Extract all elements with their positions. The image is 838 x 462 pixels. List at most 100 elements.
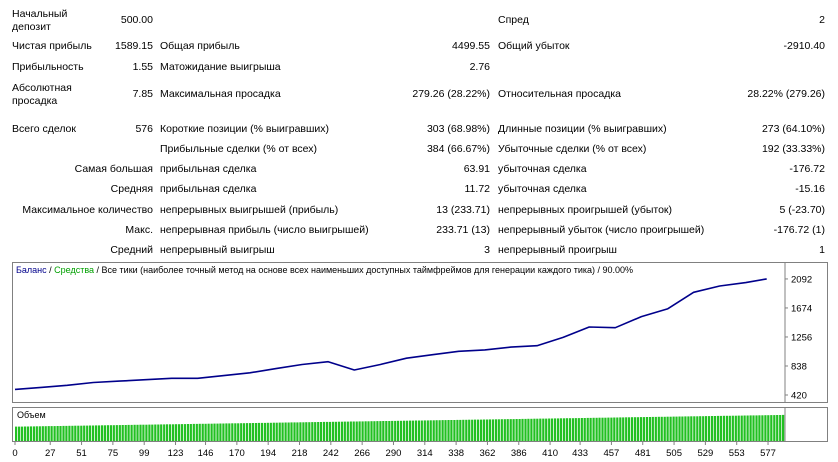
volume-bar xyxy=(157,424,160,441)
volume-bar xyxy=(518,419,521,441)
volume-bar xyxy=(281,422,284,441)
volume-bar xyxy=(708,416,711,441)
volume-bar xyxy=(447,420,450,441)
spread-label: Спред xyxy=(498,14,529,26)
volume-bar xyxy=(394,420,397,441)
x-tick-label: 99 xyxy=(139,448,150,459)
x-tick-label: 386 xyxy=(511,448,527,459)
gross-loss-label: Общий убыток xyxy=(498,40,570,52)
legend-equity: Средства xyxy=(54,265,95,275)
volume-bar xyxy=(636,417,640,441)
volume-bar xyxy=(47,426,50,441)
volume-bar xyxy=(477,419,480,441)
volume-bar xyxy=(204,423,207,441)
volume-bar xyxy=(711,416,714,441)
volume-bar xyxy=(50,426,53,441)
short-positions-label: Короткие позиции (% выигравших) xyxy=(160,123,330,135)
volume-bar xyxy=(100,425,104,441)
volume-bar xyxy=(65,425,68,441)
largest-loss-label: убыточная сделка xyxy=(498,163,587,175)
volume-bar xyxy=(243,423,246,441)
legend-description: / Все тики (наиболее точный метод на осн… xyxy=(94,265,634,275)
volume-bar xyxy=(56,426,59,441)
volume-bar xyxy=(423,420,426,441)
avg-consec-wins-value: 3 xyxy=(484,244,490,256)
largest-profit-value: 63.91 xyxy=(463,163,490,175)
x-tick-label: 146 xyxy=(198,448,214,459)
volume-bar xyxy=(565,418,569,441)
net-profit-value: 1589.15 xyxy=(115,40,153,52)
volume-bar xyxy=(474,419,477,441)
volume-bar xyxy=(746,415,749,441)
volume-bar xyxy=(400,420,403,441)
volume-bar xyxy=(62,425,65,441)
volume-bar xyxy=(148,424,151,441)
volume-bar xyxy=(15,426,18,441)
volume-bar xyxy=(716,415,720,441)
volume-bar xyxy=(340,421,344,441)
volume-bar xyxy=(130,424,133,441)
volume-bar xyxy=(302,422,305,441)
volume-bar xyxy=(435,420,438,441)
volume-bar xyxy=(500,419,503,441)
x-tick-label: 481 xyxy=(635,448,651,459)
volume-bar xyxy=(557,418,560,441)
x-tick-label: 170 xyxy=(229,448,245,459)
volume-bar xyxy=(20,426,24,441)
volume-bar xyxy=(198,423,201,441)
volume-chart-svg xyxy=(15,408,786,441)
volume-bar xyxy=(228,423,231,441)
volume-bar xyxy=(44,426,47,441)
volume-bar xyxy=(622,417,625,441)
volume-bar xyxy=(370,421,373,441)
volume-bar xyxy=(118,425,121,441)
x-axis: 0 27 51 75 99 123 146 170 194 218 242 266 290 314 338 3… xyxy=(12,442,776,459)
profit-factor-label: Прибыльность xyxy=(12,61,84,73)
volume-bar xyxy=(485,419,489,441)
volume-bar xyxy=(234,423,237,441)
y-tick-label: 2092 xyxy=(791,274,812,285)
loss-trades-label: Убыточные сделки (% от всех) xyxy=(498,143,647,155)
x-tick-label: 27 xyxy=(45,448,56,459)
volume-bar xyxy=(634,417,637,441)
volume-bar xyxy=(18,426,21,441)
volume-bar xyxy=(758,415,761,441)
average-profit-value: 11.72 xyxy=(464,183,491,195)
volume-bar xyxy=(115,425,118,441)
volume-bar xyxy=(598,417,601,441)
volume-bar xyxy=(420,420,423,441)
volume-bar xyxy=(352,421,355,441)
volume-bar xyxy=(331,421,335,441)
x-tick-label: 75 xyxy=(108,448,119,459)
volume-bar xyxy=(548,418,551,441)
max-consec-loss-label: непрерывный убыток (число проигрышей) xyxy=(498,224,705,236)
volume-bar xyxy=(355,421,358,441)
volume-bar xyxy=(275,422,278,441)
volume-label: Объем xyxy=(17,410,46,420)
volume-bar xyxy=(574,418,577,441)
x-tick-label: 433 xyxy=(572,448,588,459)
x-tick-label: 338 xyxy=(448,448,464,459)
volume-bar xyxy=(29,426,33,441)
volume-bar xyxy=(240,423,243,441)
volume-bar xyxy=(192,423,195,441)
chart-legend: Баланс / Средства / Все тики (наиболее т… xyxy=(16,265,633,275)
volume-bar xyxy=(663,416,666,441)
volume-bar xyxy=(610,417,613,441)
volume-bar xyxy=(216,423,219,441)
volume-bar xyxy=(441,420,444,441)
volume-bar xyxy=(562,418,566,441)
volume-bar xyxy=(450,420,453,441)
volume-bar xyxy=(195,423,198,441)
volume-bar xyxy=(533,418,536,441)
volume-bar xyxy=(323,421,326,441)
volume-bar xyxy=(334,421,338,441)
volume-bar xyxy=(278,422,281,441)
volume-bar xyxy=(305,422,308,441)
volume-bar xyxy=(705,416,708,441)
abs-drawdown-label: Абсолютная просадка xyxy=(12,82,72,107)
volume-bar xyxy=(121,425,124,441)
volume-bar xyxy=(411,420,415,441)
total-trades-label: Всего сделок xyxy=(12,123,76,135)
volume-bar xyxy=(462,419,465,441)
